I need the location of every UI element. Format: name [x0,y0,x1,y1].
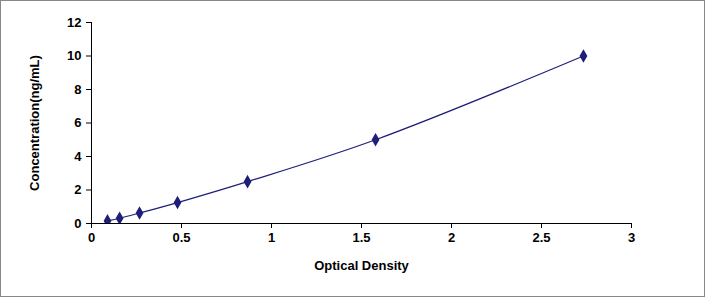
svg-text:6: 6 [74,115,81,130]
svg-text:10: 10 [67,48,81,63]
svg-text:4: 4 [74,149,82,164]
svg-text:0: 0 [74,216,81,231]
svg-text:Optical Density: Optical Density [314,258,409,273]
svg-text:2: 2 [74,182,81,197]
svg-text:8: 8 [74,82,81,97]
svg-text:2.5: 2.5 [532,230,550,245]
svg-text:Concentration(ng/mL): Concentration(ng/mL) [27,55,42,191]
svg-text:3: 3 [628,230,635,245]
svg-text:0.5: 0.5 [172,230,190,245]
svg-text:2: 2 [448,230,455,245]
svg-text:1: 1 [268,230,275,245]
svg-text:12: 12 [67,15,81,30]
svg-text:0: 0 [88,230,95,245]
svg-text:1.5: 1.5 [352,230,370,245]
